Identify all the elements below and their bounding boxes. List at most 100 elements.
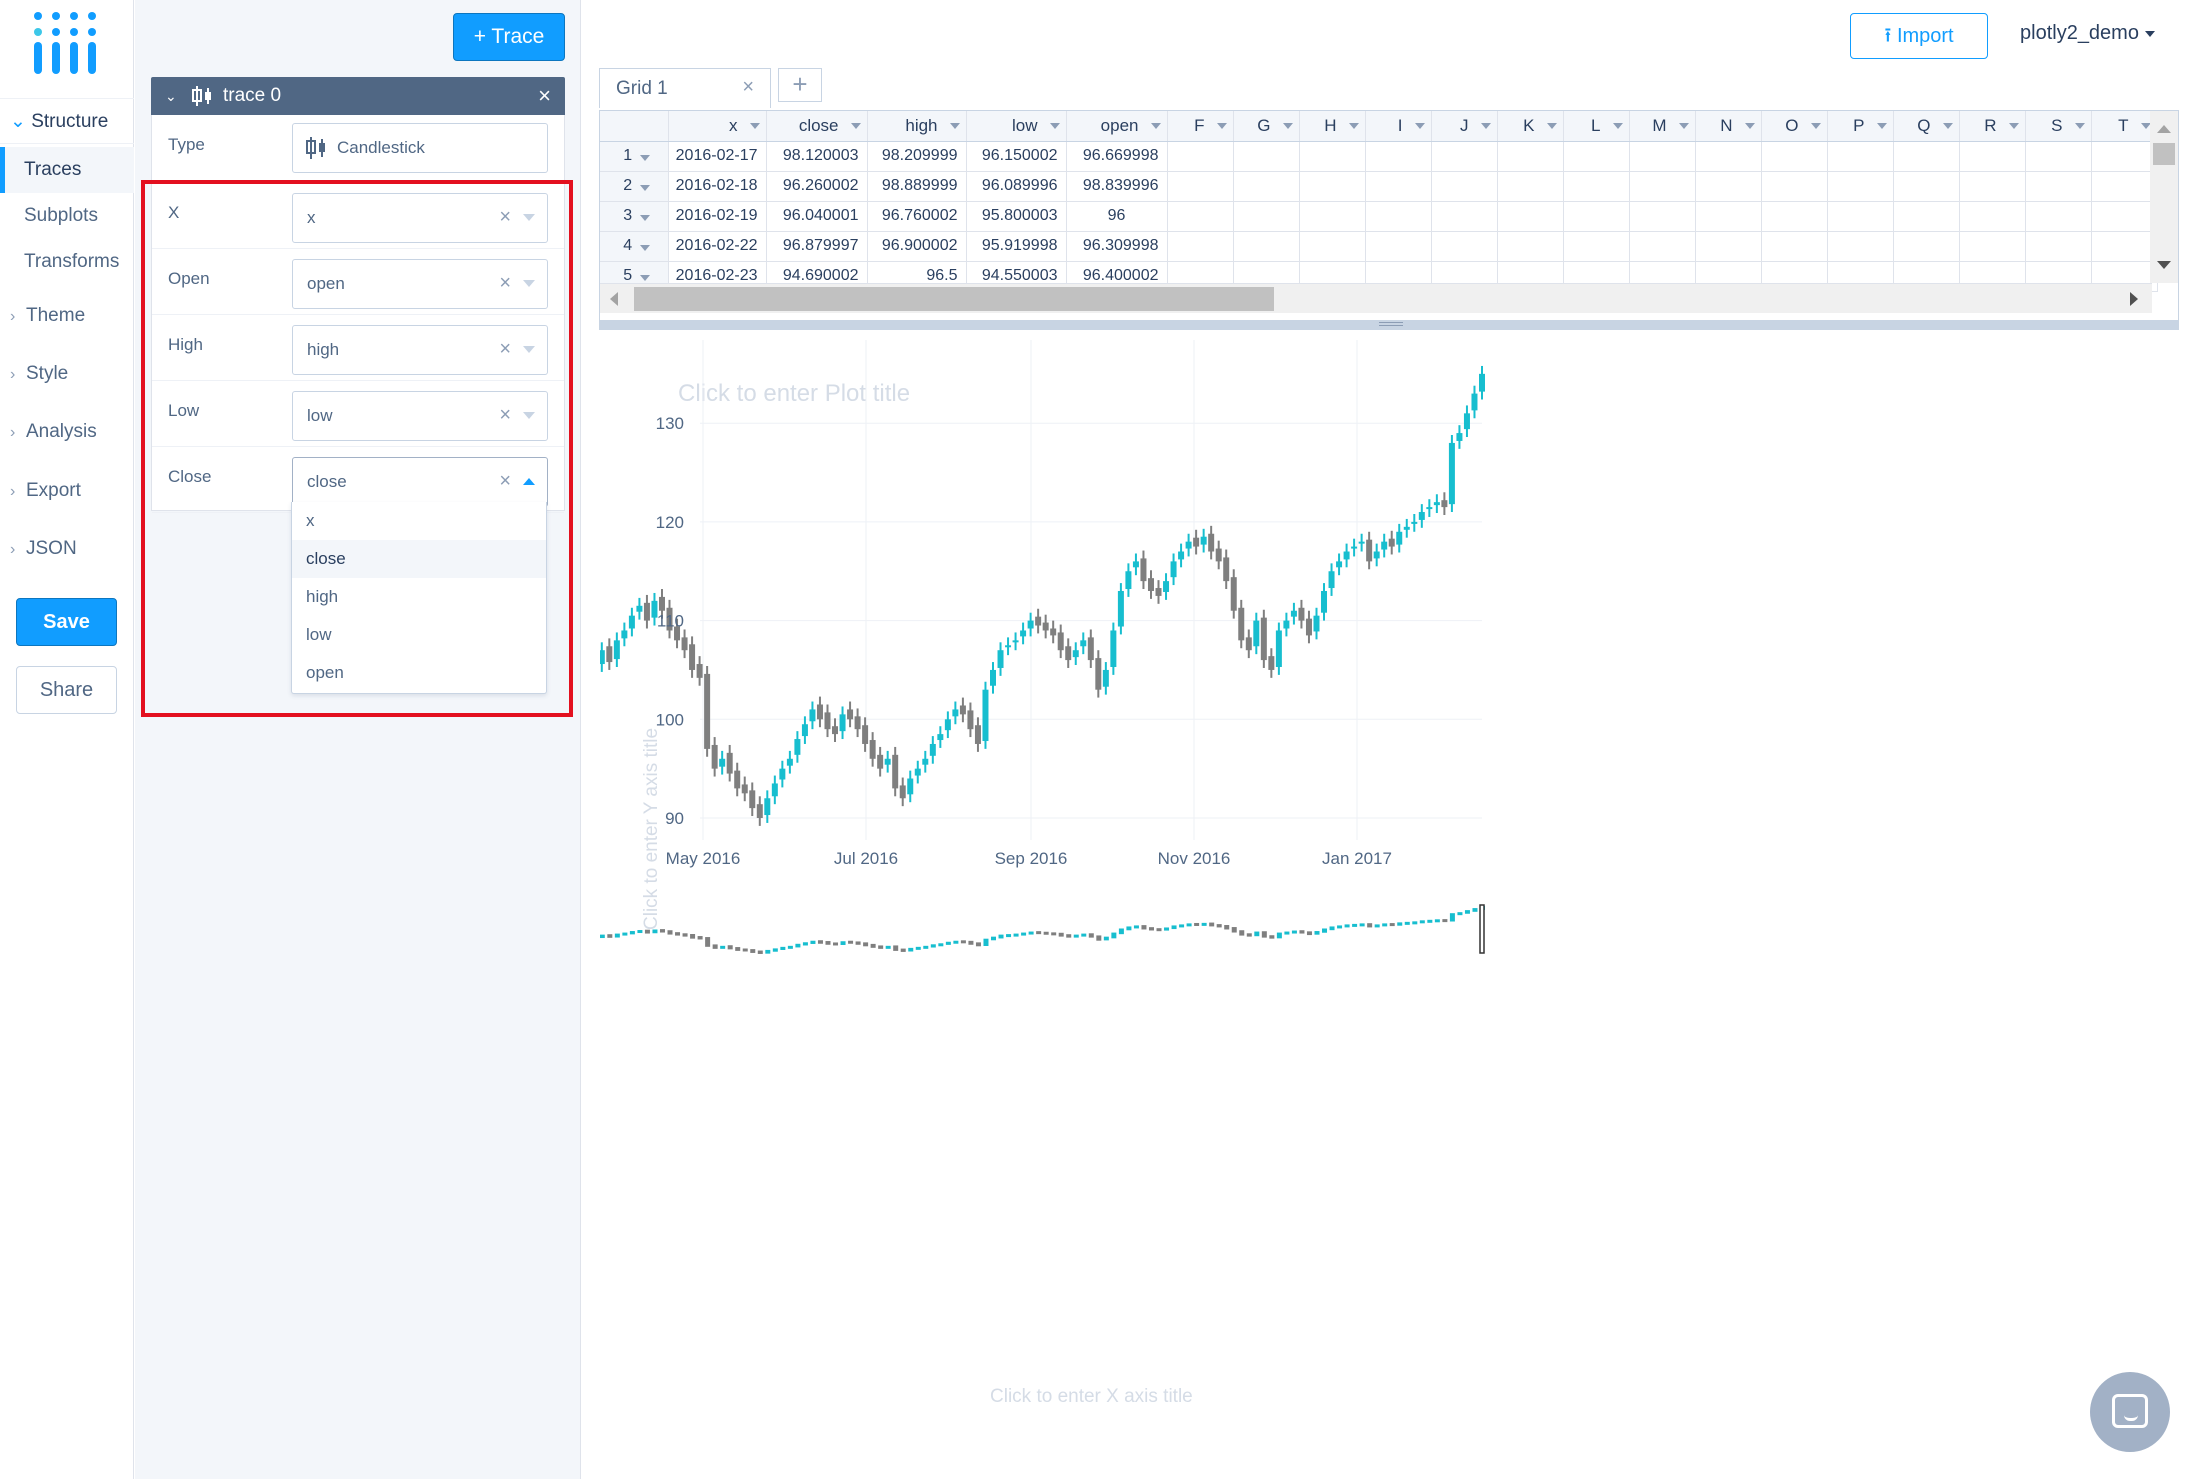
column-menu-icon[interactable]: [1546, 123, 1557, 129]
candle[interactable]: [1351, 538, 1358, 557]
scroll-down-icon[interactable]: [2157, 261, 2171, 269]
trace-header[interactable]: ⌄ trace 0 ×: [151, 77, 565, 115]
candle[interactable]: [636, 597, 643, 620]
column-menu-icon[interactable]: [2074, 123, 2085, 129]
grid-cell[interactable]: [2025, 201, 2092, 232]
grid-cell[interactable]: [1827, 231, 1894, 262]
candle[interactable]: [674, 618, 681, 649]
candle[interactable]: [1448, 435, 1455, 513]
candle[interactable]: [1283, 612, 1290, 637]
candle[interactable]: [884, 750, 891, 773]
candle[interactable]: [1208, 525, 1215, 560]
grid-cell[interactable]: [2091, 231, 2158, 262]
candle[interactable]: [786, 750, 793, 774]
candle[interactable]: [756, 796, 763, 826]
chevron-down-icon[interactable]: ⌄: [165, 88, 177, 104]
column-header[interactable]: T: [2091, 111, 2158, 142]
grid-cell[interactable]: [1563, 201, 1630, 232]
column-header[interactable]: F: [1167, 111, 1234, 142]
grid-cell[interactable]: [1827, 141, 1894, 172]
candle[interactable]: [1125, 563, 1132, 597]
grid-cell[interactable]: [1365, 231, 1432, 262]
candle[interactable]: [1275, 622, 1282, 675]
grid-cell[interactable]: [1761, 201, 1828, 232]
candle[interactable]: [719, 750, 726, 775]
chat-icon[interactable]: [2090, 1372, 2170, 1452]
row-number[interactable]: 1: [600, 141, 669, 172]
clear-icon[interactable]: ×: [499, 272, 511, 294]
candle[interactable]: [1373, 543, 1380, 567]
grid-cell[interactable]: [1563, 171, 1630, 202]
grid-cell[interactable]: [1959, 171, 2026, 202]
column-header[interactable]: high: [867, 111, 967, 142]
candle[interactable]: [613, 632, 620, 667]
column-header[interactable]: M: [1629, 111, 1696, 142]
candle[interactable]: [1050, 620, 1057, 644]
candle[interactable]: [1381, 533, 1388, 558]
import-button[interactable]: ⭱ Import: [1850, 13, 1988, 59]
grid-cell[interactable]: 98.120003: [766, 141, 868, 172]
y-axis-title-placeholder[interactable]: Click to enter Y axis title: [641, 728, 662, 930]
candle[interactable]: [1336, 553, 1343, 576]
option-x[interactable]: x: [306, 511, 315, 530]
grid-cell[interactable]: [1827, 201, 1894, 232]
candle[interactable]: [1065, 638, 1072, 668]
candle[interactable]: [621, 622, 628, 647]
grid-cell[interactable]: [1497, 231, 1564, 262]
grid-cell[interactable]: [1959, 201, 2026, 232]
candle[interactable]: [1178, 543, 1185, 568]
grid-cell[interactable]: [1431, 201, 1498, 232]
grid-cell[interactable]: [1299, 141, 1366, 172]
x-select[interactable]: x ×: [292, 193, 548, 243]
option-close[interactable]: close: [292, 540, 546, 578]
user-menu[interactable]: plotly2_demo: [2020, 22, 2155, 45]
column-menu-icon[interactable]: [1942, 123, 1953, 129]
candle[interactable]: [741, 776, 748, 802]
column-header[interactable]: J: [1431, 111, 1498, 142]
row-menu-icon[interactable]: [639, 214, 650, 221]
grid-cell[interactable]: 96.900002: [867, 231, 967, 262]
column-menu-icon[interactable]: [1876, 123, 1887, 129]
grid-cell[interactable]: [1431, 171, 1498, 202]
candle[interactable]: [779, 760, 786, 788]
grid-cell[interactable]: 98.839996: [1066, 171, 1168, 202]
grid-cell[interactable]: [1893, 201, 1960, 232]
grid-cell[interactable]: [1167, 141, 1234, 172]
column-menu-icon[interactable]: [2140, 123, 2151, 129]
candle[interactable]: [749, 782, 756, 817]
candle[interactable]: [651, 592, 658, 626]
nav-group-export[interactable]: › Export: [0, 468, 134, 514]
candle[interactable]: [1328, 563, 1335, 596]
column-header[interactable]: I: [1365, 111, 1432, 142]
candle[interactable]: [809, 701, 816, 730]
range-slider[interactable]: [600, 904, 1485, 954]
candle[interactable]: [982, 681, 989, 749]
candle[interactable]: [696, 656, 703, 686]
candle[interactable]: [1005, 637, 1012, 656]
dropdown-arrow-up-icon[interactable]: [523, 478, 535, 485]
close-icon[interactable]: ×: [538, 83, 551, 108]
column-menu-icon[interactable]: [1049, 123, 1060, 129]
candle[interactable]: [832, 718, 839, 743]
grid-cell[interactable]: [1563, 231, 1630, 262]
candle[interactable]: [726, 744, 733, 782]
nav-group-style[interactable]: › Style: [0, 351, 134, 397]
column-menu-icon[interactable]: [749, 123, 760, 129]
column-header[interactable]: L: [1563, 111, 1630, 142]
candle[interactable]: [666, 599, 673, 639]
candle[interactable]: [628, 607, 635, 637]
nav-group-analysis[interactable]: › Analysis: [0, 409, 134, 455]
grid-cell[interactable]: [1629, 231, 1696, 262]
grid-cell[interactable]: [1167, 171, 1234, 202]
column-header[interactable]: close: [766, 111, 868, 142]
dropdown-arrow-icon[interactable]: [523, 412, 535, 419]
grid-cell[interactable]: [1431, 141, 1498, 172]
grid-cell[interactable]: 96.260002: [766, 171, 868, 202]
candle[interactable]: [937, 726, 944, 748]
add-trace-button[interactable]: + Trace: [453, 13, 565, 61]
grid-cell[interactable]: [1629, 201, 1696, 232]
grid-cell[interactable]: 96.879997: [766, 231, 868, 262]
column-header[interactable]: H: [1299, 111, 1366, 142]
candle[interactable]: [1321, 583, 1328, 621]
nav-item-subplots[interactable]: Subplots: [24, 205, 98, 226]
